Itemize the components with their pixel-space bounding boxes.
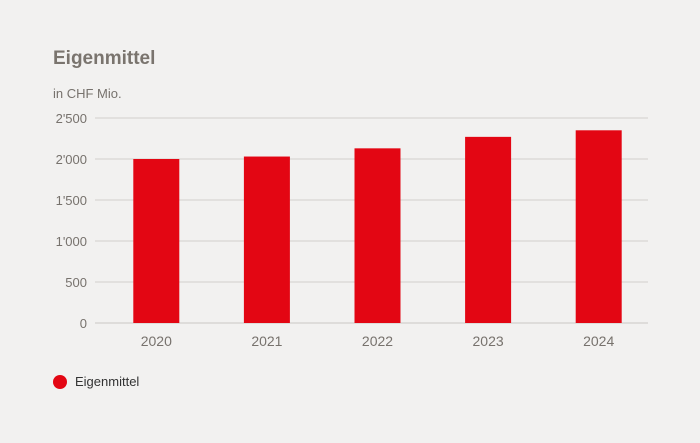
- legend-label: Eigenmittel: [75, 374, 140, 389]
- y-tick-label: 0: [80, 316, 87, 331]
- x-tick-label: 2024: [583, 333, 614, 349]
- x-tick-label: 2020: [141, 333, 172, 349]
- legend: Eigenmittel: [53, 374, 139, 389]
- bar-2022[interactable]: [354, 148, 401, 323]
- y-tick-label: 500: [65, 275, 87, 290]
- bar-2021[interactable]: [243, 156, 290, 323]
- y-tick-label: 2'000: [56, 152, 87, 167]
- bar-2020[interactable]: [133, 159, 180, 323]
- y-tick-label: 1'500: [56, 193, 87, 208]
- bar-2023[interactable]: [465, 136, 512, 323]
- x-tick-label: 2021: [251, 333, 282, 349]
- x-tick-label: 2023: [473, 333, 504, 349]
- x-tick-label: 2022: [362, 333, 393, 349]
- chart-title: Eigenmittel: [53, 48, 156, 69]
- y-tick-label: 2'500: [56, 111, 87, 126]
- bar-2024[interactable]: [575, 130, 622, 323]
- chart-unit-label: in CHF Mio.: [53, 86, 122, 101]
- y-tick-label: 1'000: [56, 234, 87, 249]
- legend-swatch: [53, 374, 67, 389]
